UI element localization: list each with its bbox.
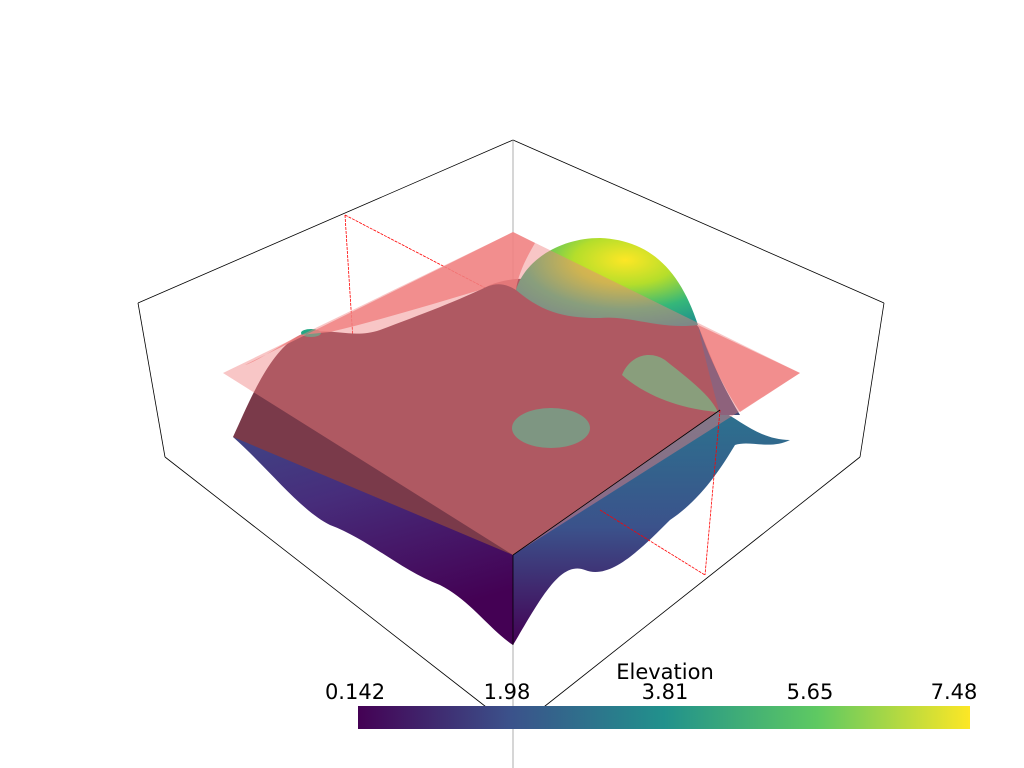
slice-plane-exposed — [245, 232, 535, 365]
scalar-bar-tick: 7.48 — [930, 680, 978, 704]
scalar-bar-tick: 1.98 — [483, 680, 531, 704]
scalar-bar-gradient — [358, 706, 970, 729]
scalar-bar-tick: 5.65 — [786, 680, 834, 704]
terrain-ridge-right — [622, 355, 718, 412]
terrain-hill — [516, 238, 698, 327]
terrain-hill-right-slope — [698, 325, 740, 415]
slice-plane-exposed-right — [698, 325, 800, 412]
scalar-bar-tick: 3.81 — [641, 680, 689, 704]
terrain-top — [233, 278, 735, 555]
slice-outline-front — [599, 409, 721, 576]
scalar-bar-title: Elevation — [616, 660, 714, 684]
terrain-right-side — [513, 410, 790, 645]
terrain-peak-center — [512, 408, 590, 448]
scalar-bar-tick: 0.142 — [324, 680, 386, 704]
terrain-surface — [233, 238, 790, 645]
bounding-box-front — [512, 409, 721, 645]
